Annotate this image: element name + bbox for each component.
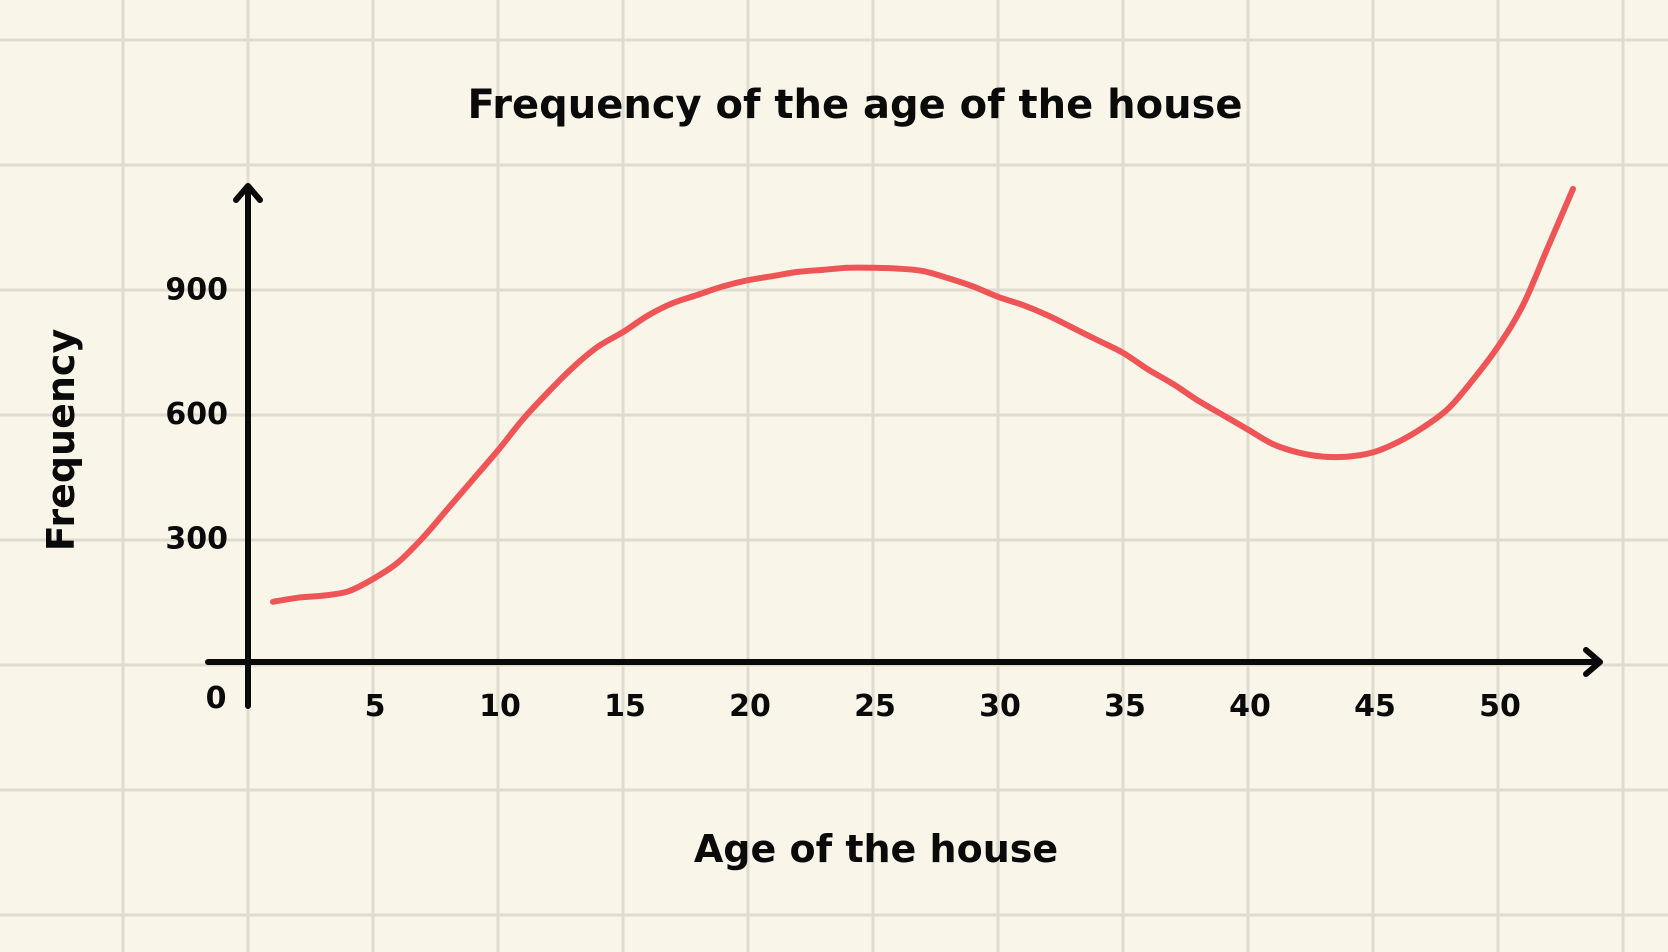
y-axis-arrow — [233, 183, 263, 203]
x-tick-label: 45 — [1354, 689, 1396, 724]
x-tick-label: 35 — [1104, 689, 1146, 724]
y-tick-label: 900 — [165, 273, 228, 308]
x-tick-label: 50 — [1479, 689, 1521, 724]
x-tick-label: 10 — [479, 689, 521, 724]
y-tick-label: 600 — [165, 397, 228, 432]
x-tick-label: 25 — [854, 689, 896, 724]
x-tick-label: 30 — [979, 689, 1021, 724]
x-tick-label: 20 — [729, 689, 771, 724]
x-axis-label: Age of the house — [694, 827, 1058, 871]
origin-label: 0 — [206, 681, 227, 716]
x-axis-arrow — [1583, 647, 1603, 677]
tick-labels: 5 10 15 20 25 30 35 40 45 50 300 600 900 — [165, 273, 1521, 725]
x-tick-label: 40 — [1229, 689, 1271, 724]
x-tick-label: 15 — [604, 689, 646, 724]
x-tick-label: 5 — [365, 689, 386, 724]
y-axis-label: Frequency — [39, 329, 83, 552]
series-line — [270, 185, 1576, 605]
axes — [205, 183, 1603, 709]
y-tick-label: 300 — [165, 522, 228, 557]
chart-title: Frequency of the age of the house — [467, 82, 1242, 128]
series-layer — [270, 185, 1576, 605]
